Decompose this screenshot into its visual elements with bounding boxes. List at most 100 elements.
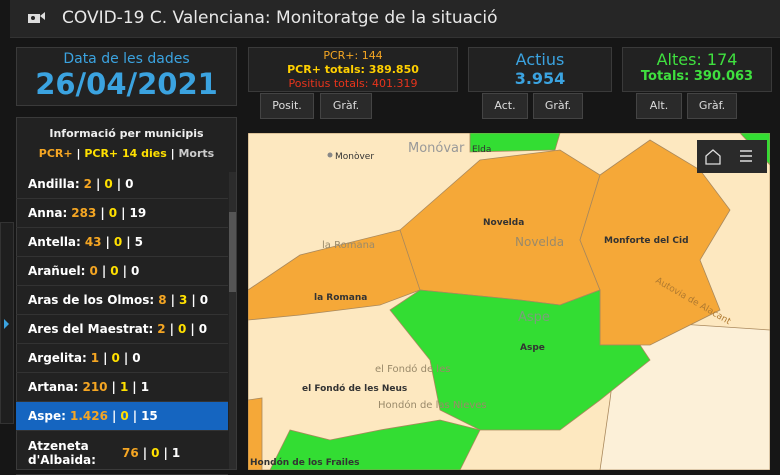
active-label: Actius [515,50,565,69]
pcr-value: 43 [84,235,102,249]
button[interactable]: Gràf. [320,93,372,119]
municipality-name: Argelita: [28,351,87,365]
municipality-row[interactable]: Aras de los Olmos: 8 | 3 | 0 [16,286,228,315]
discharged-total: Totals: 390.063 [640,69,754,84]
separator: | [111,409,117,423]
separator: | [96,177,101,191]
separator: | [116,177,122,191]
side-toggle[interactable] [0,222,14,424]
municipality-row[interactable]: Ares del Maestrat: 2 | 0 | 0 [16,315,228,344]
municipality-name: Aras de los Olmos: [28,293,155,307]
active-panel: Actius 3.954 [468,47,612,92]
deaths-value: 0 [132,351,141,365]
municipality-row[interactable]: Andilla: 2 | 0 | 0 [16,170,228,199]
map-label: Novelda [515,235,564,249]
pcr-value: 210 [82,380,108,394]
legend-item: PCR+ 14 dies [84,147,167,160]
municipality-row[interactable]: Arañuel: 0 | 0 | 0 [16,257,228,286]
date-panel: Data de les dades 26/04/2021 [16,47,237,106]
municipality-row[interactable]: Anna: 283 | 0 | 19 [16,199,228,228]
map-label: Hondón de las Nieves [378,399,487,411]
pcr14-value: 0 [178,322,187,336]
pcr14-value: 0 [120,409,129,423]
map-label: Aspe [520,343,545,353]
active-value: 3.954 [514,69,566,88]
home-button[interactable] [705,149,721,165]
map-label: la Romana [322,240,375,251]
municipality-name: Artana: [28,380,79,394]
list-button[interactable] [740,150,752,162]
pcr-total: PCR+ totals: 389.850 [287,63,419,76]
pcr14-value: 0 [104,177,113,191]
separator: | [100,206,105,220]
municipality-row[interactable]: Atzeneta d'Albaida: 76 | 0 | 1 [16,431,228,475]
pcr-value: 0 [89,264,98,278]
legend-item: PCR+ [38,147,73,160]
municipality-row[interactable]: Antella: 43 | 0 | 5 [16,228,228,257]
deaths-value: 0 [130,264,140,278]
positive-total: Positius totals: 401.319 [288,77,418,90]
region[interactable] [248,229,421,321]
municipality-row[interactable]: Aspe: 1.426 | 0 | 15 [16,402,228,431]
region[interactable] [269,419,481,470]
deaths-value: 5 [134,235,144,249]
header: COVID-19 C. Valenciana: Monitoratge de l… [10,0,780,38]
map-label: Monforte del Cid [604,236,689,246]
map-label: Hondón de los Frailes [250,457,359,468]
button[interactable]: Gràf. [687,93,737,119]
separator: | [142,445,148,460]
deaths-value: 0 [125,177,134,191]
municipality-row[interactable]: Argelita: 1 | 0 | 0 [16,344,228,373]
pcr-value: 2 [157,322,166,336]
pcr14-value: 0 [108,206,118,220]
button[interactable]: Act. [482,93,528,119]
municipality-name: Antella: [28,235,81,249]
deaths-value: 1 [140,380,150,394]
deaths-value: 0 [199,293,209,307]
pcr-value: 2 [83,177,93,191]
separator: | [132,409,138,423]
date-value: 26/04/2021 [35,67,218,101]
pcr-daily: PCR+: 144 [323,49,383,62]
deaths-value: 0 [198,322,208,336]
separator: | [191,293,196,307]
region[interactable] [469,133,561,153]
municipality-row[interactable]: Artana: 210 | 1 | 1 [16,373,228,402]
region[interactable] [579,139,731,346]
header-title: COVID-19 C. Valenciana: Monitoratge de l… [62,8,498,28]
scroll-thumb[interactable] [229,212,236,292]
map-label: Elda [472,145,491,155]
city-dot [327,152,333,158]
separator: | [122,264,127,278]
deaths-value: 1 [171,445,181,460]
button[interactable]: Posit. [260,93,314,119]
separator: | [123,351,129,365]
legend-item: Morts [178,147,215,160]
municipality-name: Anna: [28,206,68,220]
button[interactable]: Gràf. [533,93,583,119]
pcr-value: 283 [71,206,97,220]
map-label: Monòver [335,151,374,162]
discharged-daily: Altes: 174 [656,50,738,69]
button[interactable]: Alt. [636,93,682,119]
sidebar-legend: PCR+ | PCR+ 14 dies | Morts [17,147,236,160]
pcr14-value: 3 [178,293,188,307]
pcr-value: 76 [122,445,139,460]
scrollbar[interactable] [229,172,236,469]
separator: | [163,445,168,460]
map-label: el Fondó de les Neus [302,383,407,394]
pcr-value: 1 [90,351,100,365]
separator: | [76,147,81,160]
municipality-name: Aspe: [28,409,66,423]
separator: | [170,147,175,160]
pcr-value: 1.426 [69,409,108,423]
separator: | [111,380,116,394]
pcr14-value: 0 [113,235,123,249]
pcr14-value: 0 [110,264,119,278]
date-label: Data de les dades [63,51,190,67]
region[interactable] [389,289,651,431]
region[interactable] [248,397,263,470]
pcr14-value: 0 [151,445,160,460]
separator: | [105,235,110,249]
municipality-name: Arañuel: [28,264,86,278]
